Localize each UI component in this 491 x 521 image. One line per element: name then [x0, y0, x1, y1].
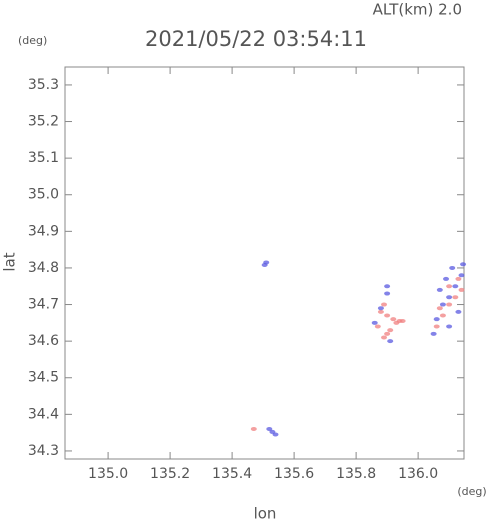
y-tick-label: 34.4: [28, 406, 59, 422]
radar-echo: [433, 317, 440, 322]
y-tick-label: 34.7: [28, 297, 59, 313]
radar-echo: [384, 313, 391, 318]
radar-echo: [272, 432, 279, 437]
x-tick-label: 135.4: [212, 466, 252, 482]
radar-echo: [458, 273, 465, 278]
x-tick-label: 135.0: [88, 466, 128, 482]
radar-echo: [446, 324, 453, 329]
radar-echo: [261, 263, 268, 268]
radar-echo: [455, 276, 462, 281]
radar-echo: [449, 265, 456, 270]
y-tick-label: 34.6: [28, 333, 59, 349]
radar-echo: [390, 317, 397, 322]
y-tick-label: 35.2: [28, 114, 59, 130]
radar-echo: [439, 313, 446, 318]
radar-echo: [377, 306, 384, 311]
y-unit: (deg): [18, 34, 47, 47]
x-unit: (deg): [457, 485, 486, 498]
radar-echo: [374, 324, 381, 329]
y-tick-label: 34.5: [28, 370, 59, 386]
radar-echo: [446, 295, 453, 300]
y-tick-label: 35.0: [28, 187, 59, 203]
radar-echo: [446, 284, 453, 289]
radar-echo: [455, 309, 462, 314]
chart-title: 2021/05/22 03:54:11: [145, 27, 367, 51]
radar-echo: [384, 331, 391, 336]
radar-echo: [439, 302, 446, 307]
radar-echo: [381, 335, 388, 340]
radar-echo: [430, 331, 437, 336]
y-tick-label: 34.8: [28, 260, 59, 276]
radar-echo: [443, 276, 450, 281]
radar-echo: [381, 302, 388, 307]
radar-echo: [266, 426, 273, 431]
radar-echo: [436, 287, 443, 292]
radar-echo: [371, 320, 378, 325]
y-tick-label: 35.3: [28, 77, 59, 93]
x-axis-label: lon: [254, 505, 277, 521]
x-tick-label: 135.8: [336, 466, 376, 482]
radar-echo: [250, 426, 257, 431]
y-tick-label: 34.9: [28, 223, 59, 239]
x-tick-label: 136.0: [398, 466, 438, 482]
radar-echo: [433, 324, 440, 329]
radar-echo: [452, 295, 459, 300]
radar-echo: [452, 284, 459, 289]
y-tick-label: 34.3: [28, 443, 59, 459]
x-tick-label: 135.2: [150, 466, 190, 482]
x-tick-label: 135.6: [274, 466, 314, 482]
y-axis-label: lat: [1, 252, 19, 271]
radar-echo: [384, 291, 391, 296]
radar-echo: [458, 287, 465, 292]
radar-echo: [387, 339, 394, 344]
radar-echo: [399, 319, 406, 324]
y-tick-label: 35.1: [28, 150, 59, 166]
radar-echo: [436, 306, 443, 311]
altitude: ALT(km) 2.0: [373, 1, 462, 19]
radar-echo: [377, 309, 384, 314]
radar-echo: [384, 284, 391, 289]
radar-echo: [446, 302, 453, 307]
radar-echo: [387, 328, 394, 333]
radar-echo: [460, 262, 467, 267]
radar-echo: [393, 320, 400, 325]
